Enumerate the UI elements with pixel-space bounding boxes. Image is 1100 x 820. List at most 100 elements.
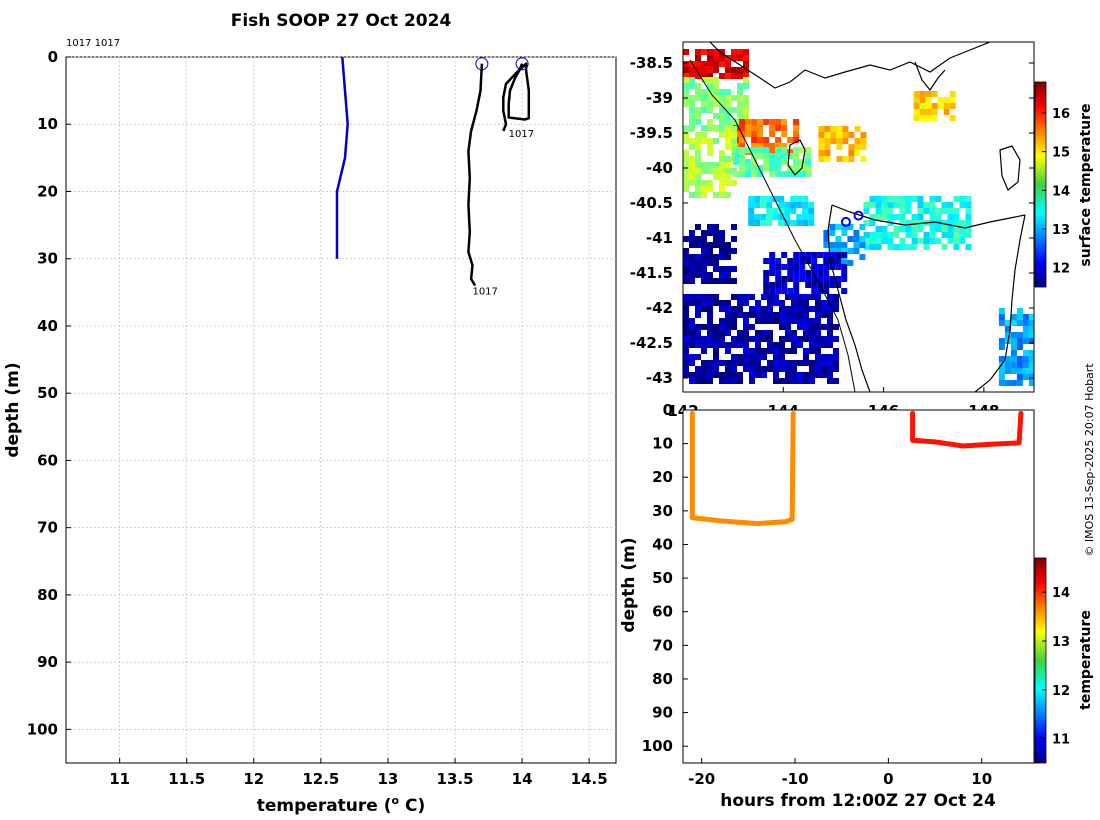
sst-cell bbox=[769, 149, 776, 155]
sst-cell bbox=[781, 153, 788, 159]
sst-cell bbox=[842, 138, 849, 144]
sst-cell bbox=[791, 348, 797, 354]
sst-cell bbox=[733, 171, 740, 177]
sst-cell bbox=[881, 202, 888, 208]
sst-cell bbox=[701, 95, 707, 101]
sst-cell bbox=[823, 282, 830, 288]
sst-cell bbox=[817, 252, 824, 258]
sst-cell bbox=[767, 300, 773, 306]
sst-cell bbox=[841, 276, 848, 282]
sst-cell bbox=[713, 278, 719, 284]
sst-cell bbox=[841, 224, 848, 230]
left-y-tick-label: 60 bbox=[37, 451, 58, 469]
sst-cell bbox=[769, 264, 776, 270]
sst-cell bbox=[998, 380, 1005, 386]
sst-cell bbox=[775, 137, 782, 143]
sst-cell bbox=[737, 83, 743, 89]
sst-cell bbox=[695, 49, 701, 55]
sst-cell bbox=[809, 360, 815, 366]
sst-cell bbox=[841, 270, 848, 276]
sst-cell bbox=[998, 356, 1005, 362]
sst-cell bbox=[893, 196, 900, 202]
sst-cell bbox=[796, 220, 803, 226]
sst-cell bbox=[701, 236, 707, 242]
sst-cell bbox=[875, 244, 882, 250]
sst-cell bbox=[833, 378, 839, 384]
sst-cell bbox=[853, 248, 860, 254]
sst-cell bbox=[842, 156, 849, 162]
sst-cell bbox=[784, 208, 791, 214]
sst-cell bbox=[689, 107, 695, 113]
sst-cell bbox=[701, 180, 707, 186]
sst-cell bbox=[833, 348, 839, 354]
sst-cell bbox=[827, 324, 833, 330]
sst-cell bbox=[743, 336, 749, 342]
sst-cell bbox=[805, 147, 812, 153]
sst-cell bbox=[713, 236, 719, 242]
sst-cell bbox=[854, 150, 861, 156]
sst-cell bbox=[761, 318, 767, 324]
sst-cell bbox=[689, 180, 695, 186]
sst-cell bbox=[802, 220, 809, 226]
sst-cell bbox=[799, 276, 806, 282]
sst-cell bbox=[869, 244, 876, 250]
sst-cell bbox=[829, 282, 836, 288]
sst-cell bbox=[848, 150, 855, 156]
sst-cell bbox=[751, 165, 758, 171]
sst-cell bbox=[695, 242, 701, 248]
sst-cell bbox=[925, 91, 932, 97]
left-y-tick-label: 30 bbox=[37, 250, 58, 268]
sst-cell bbox=[779, 324, 785, 330]
sst-cell bbox=[917, 214, 924, 220]
sst-cell bbox=[743, 330, 749, 336]
sst-cell bbox=[805, 270, 812, 276]
sst-cell bbox=[863, 202, 870, 208]
sst-cell bbox=[836, 156, 843, 162]
sst-cell bbox=[847, 248, 854, 254]
sst-cell bbox=[805, 159, 812, 165]
sst-cell bbox=[781, 276, 788, 282]
sst-cell bbox=[919, 115, 926, 121]
sst-cell bbox=[683, 77, 689, 83]
sst-cell bbox=[875, 238, 882, 244]
sst-cell bbox=[785, 330, 791, 336]
sst-cell bbox=[743, 113, 749, 119]
sst-cell bbox=[833, 366, 839, 372]
sst-cell bbox=[785, 348, 791, 354]
sst-cell bbox=[829, 258, 836, 264]
sst-cell bbox=[1010, 362, 1017, 368]
sst-cell bbox=[836, 132, 843, 138]
sst-cell bbox=[899, 238, 906, 244]
sst-cell bbox=[719, 156, 725, 162]
sst-cell bbox=[701, 266, 707, 272]
sst-cell bbox=[827, 372, 833, 378]
sst-cell bbox=[1028, 338, 1034, 344]
map-y-tick-label: -39.5 bbox=[630, 124, 673, 142]
sst-cell bbox=[781, 171, 788, 177]
section-colorbar-tick-label: 13 bbox=[1052, 635, 1070, 650]
sst-cell bbox=[743, 312, 749, 318]
sst-cell bbox=[695, 168, 701, 174]
sst-cell bbox=[695, 224, 701, 230]
sst-cell bbox=[754, 220, 761, 226]
sst-cell bbox=[755, 354, 761, 360]
sst-cell bbox=[815, 300, 821, 306]
sst-cell bbox=[707, 101, 713, 107]
sst-cell bbox=[931, 115, 938, 121]
sst-cell bbox=[695, 83, 701, 89]
sst-cell bbox=[695, 150, 701, 156]
sst-cell bbox=[769, 171, 776, 177]
sst-cell bbox=[773, 348, 779, 354]
sst-cell bbox=[887, 232, 894, 238]
sst-cell bbox=[793, 159, 800, 165]
sst-cell bbox=[737, 67, 743, 73]
sst-cell bbox=[713, 162, 719, 168]
sst-cell bbox=[713, 294, 719, 300]
sst-cell bbox=[943, 103, 950, 109]
sst-cell bbox=[755, 300, 761, 306]
sst-cell bbox=[823, 288, 830, 294]
sst-cell bbox=[707, 300, 713, 306]
sst-cell bbox=[913, 97, 920, 103]
sst-cell bbox=[719, 126, 725, 132]
